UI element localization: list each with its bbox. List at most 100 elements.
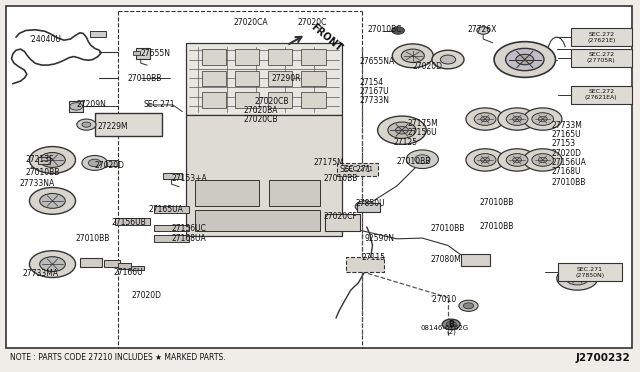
Text: 27290R: 27290R: [272, 74, 301, 83]
Circle shape: [40, 153, 65, 167]
Bar: [115, 218, 150, 225]
Circle shape: [506, 154, 528, 166]
Bar: [163, 173, 182, 179]
Circle shape: [82, 122, 91, 127]
Text: 27168U: 27168U: [552, 167, 581, 176]
Text: 27733N: 27733N: [360, 96, 390, 105]
Text: B: B: [449, 320, 454, 329]
Bar: [133, 51, 140, 55]
Bar: [90, 31, 106, 37]
Circle shape: [513, 157, 522, 163]
Bar: [106, 160, 118, 166]
Circle shape: [415, 155, 430, 164]
Circle shape: [396, 126, 408, 134]
Text: SEC.271: SEC.271: [339, 165, 371, 174]
Text: 27020BA: 27020BA: [243, 106, 278, 115]
Text: 27020D: 27020D: [95, 161, 125, 170]
Circle shape: [392, 44, 433, 68]
Text: 27010BB: 27010BB: [128, 74, 163, 83]
Bar: [571, 86, 632, 104]
Bar: [202, 71, 226, 86]
Circle shape: [532, 154, 554, 166]
Bar: [268, 49, 292, 65]
Bar: [346, 257, 384, 272]
Circle shape: [538, 157, 547, 163]
Text: 27229M: 27229M: [97, 122, 128, 131]
Text: 92590N: 92590N: [365, 234, 395, 243]
Text: 27156UB: 27156UB: [112, 218, 147, 227]
Circle shape: [401, 49, 424, 62]
Circle shape: [513, 116, 522, 122]
Text: 27726X: 27726X: [467, 25, 497, 34]
Circle shape: [77, 119, 96, 130]
Bar: [80, 258, 102, 267]
Text: FRONT: FRONT: [308, 22, 344, 54]
Circle shape: [566, 272, 589, 285]
Text: 27166U: 27166U: [114, 268, 143, 277]
Text: 27020CF: 27020CF: [323, 212, 357, 221]
Circle shape: [432, 50, 464, 69]
Circle shape: [29, 147, 76, 173]
Text: 27153: 27153: [552, 139, 576, 148]
Circle shape: [557, 266, 598, 290]
Circle shape: [378, 116, 426, 144]
Bar: [269, 180, 320, 206]
Text: 27010BB: 27010BB: [430, 224, 465, 233]
Text: NOTE : PARTS CODE 27210 INCLUDES ★ MARKED PARTS.: NOTE : PARTS CODE 27210 INCLUDES ★ MARKE…: [10, 353, 225, 362]
Text: 27020C: 27020C: [298, 18, 327, 27]
Text: 27168UA: 27168UA: [172, 234, 206, 243]
Text: 27080M: 27080M: [430, 255, 461, 264]
Circle shape: [481, 116, 490, 122]
Circle shape: [481, 157, 490, 163]
Circle shape: [466, 149, 504, 171]
Text: SEC.271
(27850N): SEC.271 (27850N): [575, 267, 605, 278]
Circle shape: [70, 103, 83, 110]
Bar: [571, 28, 632, 46]
Circle shape: [442, 319, 460, 330]
Text: 27165U: 27165U: [552, 130, 581, 139]
Circle shape: [494, 42, 556, 77]
Text: 27175M: 27175M: [314, 158, 344, 167]
Circle shape: [466, 108, 504, 130]
Circle shape: [440, 55, 456, 64]
Circle shape: [88, 159, 101, 167]
Bar: [202, 49, 226, 65]
Text: 27733M: 27733M: [552, 121, 582, 130]
Text: 27010BB: 27010BB: [552, 178, 586, 187]
Text: SEC.272
(27705R): SEC.272 (27705R): [587, 52, 616, 63]
Circle shape: [29, 251, 76, 278]
Bar: [154, 225, 189, 231]
Bar: [195, 210, 320, 231]
Text: (2): (2): [446, 328, 456, 335]
Circle shape: [406, 150, 438, 169]
Text: 27156UA: 27156UA: [552, 158, 586, 167]
Text: 27175M: 27175M: [407, 119, 438, 128]
Text: 27010BB: 27010BB: [480, 222, 515, 231]
Text: 27733NA: 27733NA: [19, 179, 54, 187]
Circle shape: [506, 48, 544, 71]
Circle shape: [392, 27, 404, 34]
Bar: [357, 203, 380, 212]
Bar: [337, 163, 378, 176]
Circle shape: [29, 187, 76, 214]
Text: 27010BB: 27010BB: [323, 174, 358, 183]
Circle shape: [463, 303, 474, 309]
Circle shape: [538, 116, 547, 122]
Bar: [38, 157, 50, 164]
Bar: [558, 263, 622, 281]
Text: SEC.272
(27621EA): SEC.272 (27621EA): [585, 89, 618, 100]
Text: 27020CB: 27020CB: [243, 115, 278, 124]
Bar: [461, 254, 490, 266]
Bar: [186, 115, 342, 236]
Circle shape: [40, 257, 65, 272]
Text: J2700232: J2700232: [575, 353, 630, 363]
Text: '27010: '27010: [430, 295, 456, 304]
Text: 27153+A: 27153+A: [172, 174, 207, 183]
Bar: [69, 101, 83, 112]
Text: 27167U: 27167U: [360, 87, 389, 96]
Bar: [95, 113, 162, 136]
Bar: [301, 92, 326, 108]
Text: 27213F: 27213F: [26, 155, 54, 164]
Bar: [235, 71, 259, 86]
Text: 27010BC: 27010BC: [368, 25, 403, 34]
